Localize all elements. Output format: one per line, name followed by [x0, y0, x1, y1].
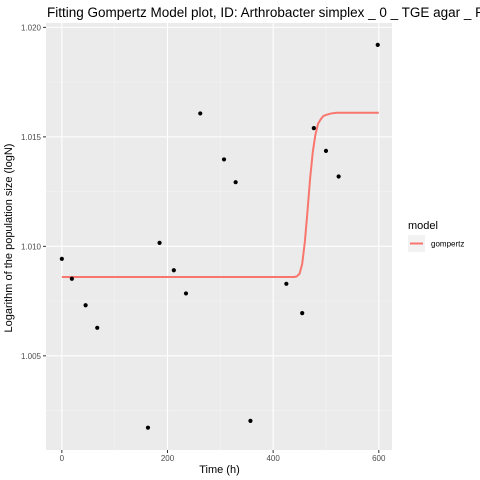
y-tick-label: 1.010	[21, 242, 42, 251]
legend-label: gompertz	[431, 240, 464, 249]
chart-title: Fitting Gompertz Model plot, ID: Arthrob…	[47, 5, 480, 20]
x-tick-label: 400	[266, 454, 280, 463]
data-point	[95, 325, 100, 330]
legend: model gompertz	[408, 220, 464, 252]
data-point	[59, 256, 64, 261]
plot-background	[46, 23, 392, 450]
x-axis-title: Time (h)	[199, 464, 240, 476]
data-point	[375, 42, 380, 47]
data-point	[183, 291, 189, 296]
data-point	[221, 157, 227, 162]
x-tick-label: 200	[161, 454, 175, 463]
y-axis-title: Logarithm of the population size (logN)	[3, 144, 15, 333]
data-point	[248, 418, 253, 423]
y-tick-label: 1.020	[21, 23, 42, 32]
data-point	[69, 276, 74, 281]
data-point	[311, 126, 316, 131]
data-point	[284, 281, 289, 286]
series-line-gompertz	[61, 111, 379, 279]
axis-ticks: 0 200 400 600 1.005 1.010 1.015 1.020	[21, 23, 386, 463]
data-point	[300, 311, 305, 316]
data-point	[83, 303, 88, 308]
data-point	[157, 240, 162, 245]
data-point	[171, 268, 176, 273]
data-point	[145, 425, 151, 430]
data-point	[336, 174, 341, 179]
data-point	[323, 148, 329, 153]
y-tick-label: 1.015	[21, 133, 42, 142]
legend-title: model	[408, 220, 438, 232]
y-tick-label: 1.005	[21, 352, 42, 361]
x-tick-label: 600	[372, 454, 386, 463]
data-point	[233, 180, 238, 185]
x-tick-label: 0	[60, 454, 65, 463]
data-point	[198, 111, 203, 116]
plot-panel	[46, 23, 392, 450]
